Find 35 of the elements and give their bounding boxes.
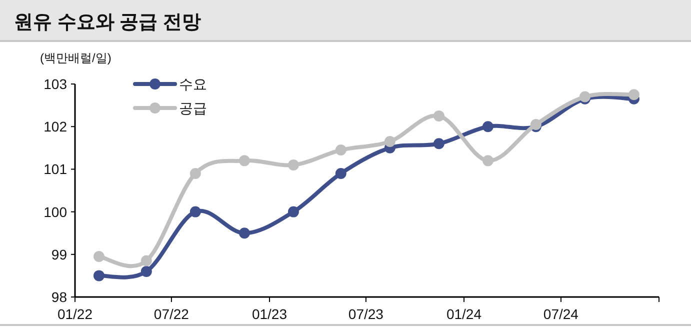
legend-label: 공급	[179, 100, 207, 116]
y-tick-label: 103	[44, 76, 68, 92]
point	[238, 228, 250, 239]
point	[335, 168, 346, 179]
x-tick-label: 07/24	[543, 306, 579, 322]
point	[140, 255, 152, 266]
point	[628, 89, 640, 100]
point	[140, 266, 152, 277]
x-tick-label: 01/24	[446, 306, 482, 322]
point	[190, 168, 201, 179]
point	[190, 206, 201, 218]
y-axis-title: (백만배럴/일)	[40, 51, 112, 65]
point	[93, 270, 104, 282]
y-tick-label: 98	[51, 289, 68, 305]
point	[335, 144, 346, 156]
point	[93, 251, 104, 262]
x-tick-label: 01/23	[252, 306, 288, 322]
point	[288, 206, 299, 218]
point	[530, 118, 542, 130]
point	[482, 155, 494, 166]
y-tick-label: 100	[44, 204, 68, 220]
x-tick-label: 01/22	[57, 306, 93, 322]
point	[238, 155, 250, 166]
y-tick-label: 102	[44, 118, 68, 135]
legend-label: 수요	[179, 76, 207, 92]
point	[288, 159, 299, 170]
chart-title: 원유 수요와 공급 전망	[14, 12, 201, 33]
point	[433, 110, 444, 122]
y-tick-label: 101	[44, 161, 68, 178]
y-tick-label: 99	[51, 246, 68, 262]
point	[433, 138, 444, 150]
point	[482, 121, 494, 132]
point	[384, 136, 396, 148]
x-tick-label: 07/23	[348, 306, 384, 322]
x-tick-label: 07/22	[154, 306, 190, 322]
